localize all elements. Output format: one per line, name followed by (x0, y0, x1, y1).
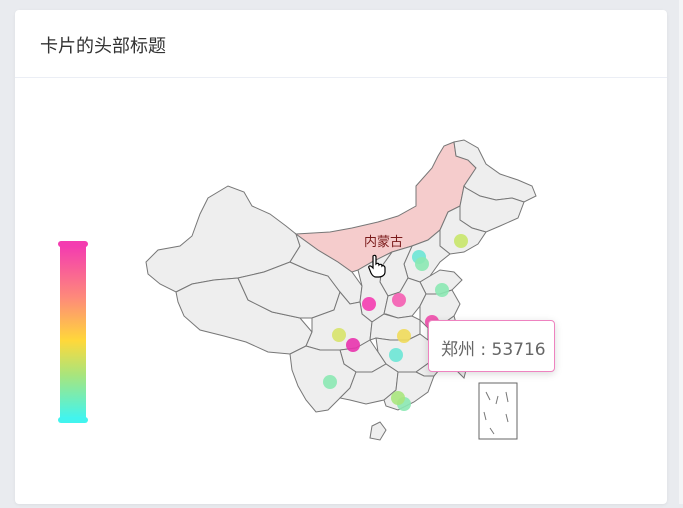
inset-islands (483, 391, 509, 435)
map-point-p1[interactable] (454, 234, 468, 248)
south-china-sea-inset (478, 382, 518, 440)
tooltip-value: 53716 (491, 340, 546, 360)
map-point-p4[interactable] (415, 257, 429, 271)
map-point-p6[interactable] (392, 293, 406, 307)
tooltip-separator: : (475, 340, 492, 360)
china-map[interactable] (140, 135, 550, 450)
page-bottom-edge (0, 504, 683, 508)
card-header: 卡片的头部标题 (15, 10, 667, 78)
hover-region-label: 内蒙古 (364, 235, 404, 250)
region-yunnan[interactable] (289, 345, 357, 413)
map-point-p10[interactable] (346, 338, 360, 352)
map-point-p9[interactable] (397, 329, 411, 343)
hand-cursor-icon (368, 254, 386, 278)
map-point-p2[interactable] (435, 283, 449, 297)
map-tooltip: 郑州 : 53716 (428, 320, 555, 372)
map-point-p7[interactable] (362, 297, 376, 311)
visual-map-handle-top[interactable] (58, 241, 88, 247)
visual-map-legend[interactable] (58, 230, 92, 426)
tooltip-city: 郑州 (441, 340, 475, 360)
page-edge (679, 0, 683, 508)
visual-map-gradient-bar[interactable] (60, 246, 86, 418)
map-point-p11[interactable] (389, 348, 403, 362)
visual-map-handle-bottom[interactable] (58, 417, 88, 423)
map-point-p8[interactable] (332, 328, 346, 342)
map-point-p14[interactable] (391, 391, 405, 405)
region-hubei[interactable] (369, 313, 421, 341)
region-hainan[interactable] (369, 421, 387, 441)
map-point-p12[interactable] (323, 375, 337, 389)
card-title: 卡片的头部标题 (40, 36, 166, 57)
